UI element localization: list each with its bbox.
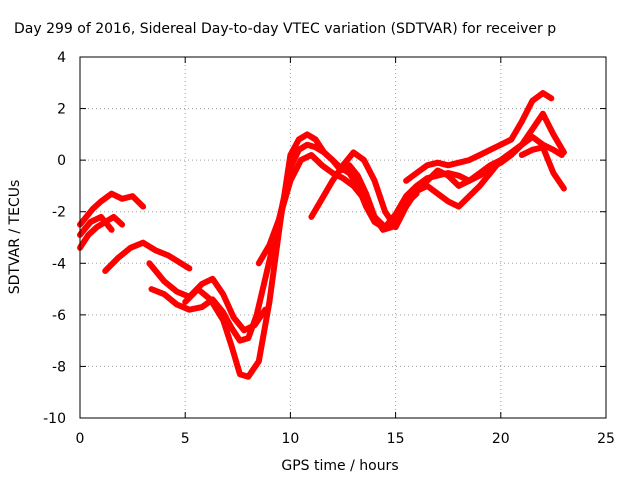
x-tick-label: 0	[76, 431, 85, 447]
series-line	[518, 144, 567, 192]
series-line	[77, 190, 147, 228]
y-tick-label: -10	[43, 411, 66, 427]
y-tick-label: -2	[52, 205, 66, 221]
x-tick-label: 15	[387, 431, 405, 447]
y-tick-label: -4	[52, 256, 66, 272]
series-layer	[77, 90, 567, 380]
chart-title: Day 299 of 2016, Sidereal Day-to-day VTE…	[14, 21, 556, 37]
y-tick-label: 4	[57, 50, 66, 66]
series-line	[146, 260, 269, 334]
x-tick-label: 5	[181, 431, 190, 447]
x-axis-label: GPS time / hours	[281, 458, 398, 474]
plot-frame	[79, 56, 607, 419]
series-line	[77, 213, 126, 251]
series-line	[413, 110, 567, 195]
grid	[80, 57, 606, 418]
y-tick-label: -8	[52, 359, 66, 375]
x-tick-label: 10	[281, 431, 299, 447]
y-axis-label: SDTVAR / TECUs	[7, 180, 23, 295]
y-tick-label: -6	[52, 308, 66, 324]
series-line	[148, 141, 420, 344]
series-line	[77, 213, 115, 238]
y-tick-label: 2	[57, 102, 66, 118]
axis-ticks: 0 5 10 15 20 25 -10 -8 -6 -4 -2 0 2 4	[43, 50, 615, 447]
series-line	[308, 149, 504, 231]
x-tick-label: 25	[597, 431, 615, 447]
y-tick-label: 0	[57, 153, 66, 169]
series-line	[403, 90, 555, 184]
x-tick-label: 20	[492, 431, 510, 447]
series-line	[102, 239, 193, 274]
